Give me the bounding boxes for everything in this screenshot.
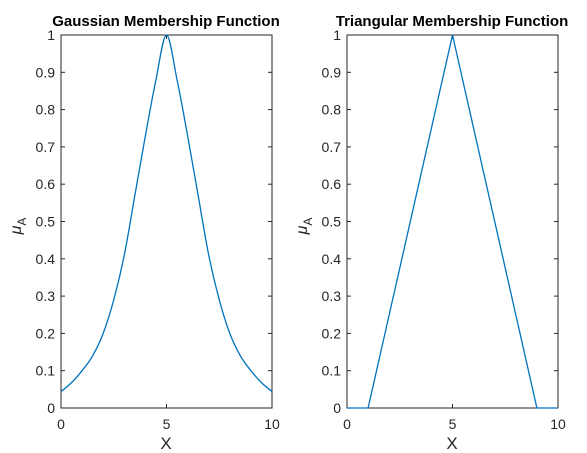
y-tick-label: 0.2 <box>322 325 342 341</box>
svg-text:μA: μA <box>294 218 315 236</box>
y-tick-label: 0.5 <box>322 214 342 230</box>
y-axis-label-subscript: A <box>15 218 29 226</box>
y-axis-label: μA <box>8 218 29 236</box>
y-axis-label-main: μ <box>294 225 311 235</box>
x-axis-label: X <box>446 434 457 453</box>
y-tick-label: 0.4 <box>36 251 56 267</box>
x-tick-label: 10 <box>550 416 566 432</box>
y-tick-label: 0.5 <box>36 214 56 230</box>
y-tick-label: 0.9 <box>36 64 56 80</box>
y-tick-label: 0.3 <box>322 288 342 304</box>
chart-title: Triangular Membership Function <box>336 13 569 30</box>
y-axis-label-main: μ <box>8 225 25 235</box>
x-tick-label: 0 <box>57 416 65 432</box>
chart-title: Gaussian Membership Function <box>52 13 280 30</box>
x-tick-label: 5 <box>449 416 457 432</box>
y-tick-label: 0.8 <box>36 102 56 118</box>
series-group <box>347 34 558 409</box>
y-tick-label: 0.6 <box>322 176 342 192</box>
y-tick-label: 1 <box>333 27 341 43</box>
y-axis-label: μA <box>294 218 315 236</box>
y-tick-label: 0 <box>47 400 55 416</box>
y-axis-ticks: 0 0.1 0.2 0.3 0.4 0.5 0.6 0.7 0.8 0.9 1 <box>36 27 272 416</box>
triangular-chart: Triangular Membership Function 0 0.1 0.2 0.… <box>294 13 568 453</box>
series-line <box>347 34 558 409</box>
y-axis-ticks: 0 0.1 0.2 0.3 0.4 0.5 0.6 0.7 0.8 0.9 1 <box>322 27 558 416</box>
x-axis-ticks: 0 5 10 <box>57 35 280 432</box>
x-tick-label: 5 <box>163 416 171 432</box>
x-axis-ticks: 0 5 10 <box>343 35 566 432</box>
x-axis-label: X <box>160 434 171 453</box>
y-tick-label: 0.9 <box>322 64 342 80</box>
y-tick-label: 0.4 <box>322 251 342 267</box>
series-line <box>60 34 273 393</box>
svg-text:μA: μA <box>8 218 29 236</box>
series-group <box>60 34 273 393</box>
x-tick-label: 10 <box>264 416 280 432</box>
y-tick-label: 0.7 <box>322 139 342 155</box>
gaussian-chart: Gaussian Membership Function 00.10.20.30… <box>8 13 280 453</box>
y-tick-label: 0.2 <box>36 325 56 341</box>
y-tick-label: 0.7 <box>36 139 56 155</box>
y-tick-label: 0.3 <box>36 288 56 304</box>
y-tick-label: 0 <box>333 400 341 416</box>
y-tick-label: 1 <box>47 27 55 43</box>
y-tick-label: 0.1 <box>36 363 56 379</box>
y-tick-label: 0.8 <box>322 102 342 118</box>
y-axis-label-subscript: A <box>301 218 315 226</box>
x-tick-label: 0 <box>343 416 351 432</box>
y-tick-label: 0.6 <box>36 176 56 192</box>
y-tick-label: 0.1 <box>322 363 342 379</box>
